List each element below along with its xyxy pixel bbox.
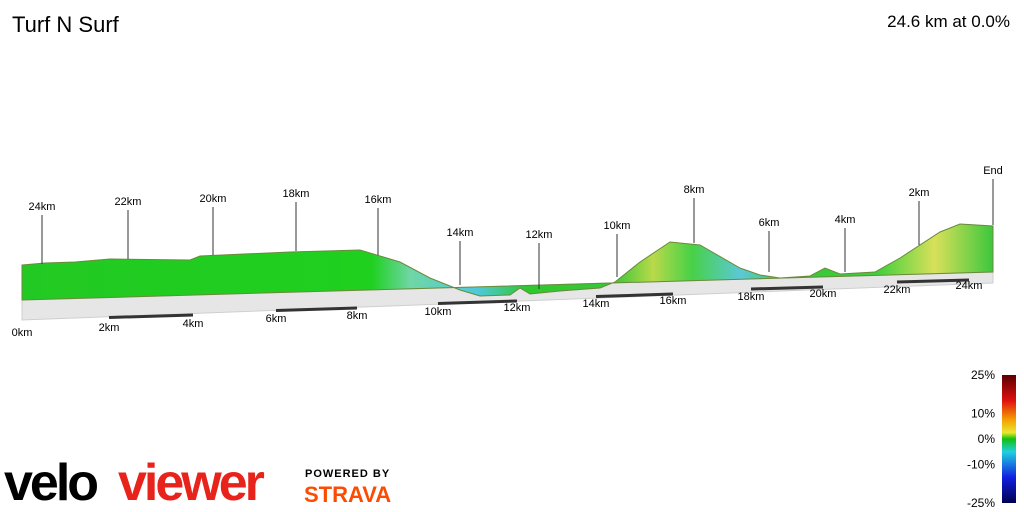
strava: STRAVA [304, 482, 391, 507]
title: Turf N Surf [12, 12, 120, 37]
labels: 0km 2km 4km 6km 8km 10km 12km 14km 16km 18km 20km 2… [12, 165, 1003, 339]
scale-tick-label: 0% [978, 432, 996, 446]
km-segments [108, 278, 970, 319]
marker-label: 12km [526, 229, 553, 241]
elevation-profile [21, 223, 994, 301]
distance-label: 10km [425, 306, 452, 318]
logo-viewer: viewer [118, 454, 265, 512]
summary: 24.6 km at 0.0% [887, 12, 1010, 31]
marker-label: 6km [759, 217, 780, 229]
distance-label: 12km [504, 302, 531, 314]
marker-label: 24km [29, 201, 56, 213]
marker-label: 14km [447, 227, 474, 239]
distance-label: 0km [12, 327, 33, 339]
marker-label: 4km [835, 214, 856, 226]
distance-label: 6km [266, 313, 287, 325]
distance-label: 2km [99, 322, 120, 334]
scale-tick-label: 10% [971, 406, 995, 420]
marker-label: 2km [909, 187, 930, 199]
distance-label: 18km [738, 291, 765, 303]
marker-label: 10km [604, 220, 631, 232]
gradient-scale [1002, 375, 1016, 503]
scale-tick-label: 25% [971, 368, 995, 382]
logo-velo: velo [4, 454, 97, 512]
marker-label: 16km [365, 194, 392, 206]
marker-label: End [983, 165, 1003, 177]
marker-label: 20km [200, 193, 227, 205]
marker-label: 22km [115, 196, 142, 208]
distance-label: 14km [583, 298, 610, 310]
distance-label: 20km [810, 288, 837, 300]
distance-label: 8km [347, 310, 368, 322]
distance-label: 22km [884, 284, 911, 296]
distance-label: 24km [956, 280, 983, 292]
marker-label: 18km [283, 188, 310, 200]
scale-tick-label: -10% [967, 458, 995, 472]
distance-label: 4km [183, 318, 204, 330]
distance-label: 16km [660, 295, 687, 307]
marker-label: 8km [684, 184, 705, 196]
powered-by: POWERED BY [305, 468, 390, 480]
scale-tick-label: -25% [967, 496, 995, 510]
